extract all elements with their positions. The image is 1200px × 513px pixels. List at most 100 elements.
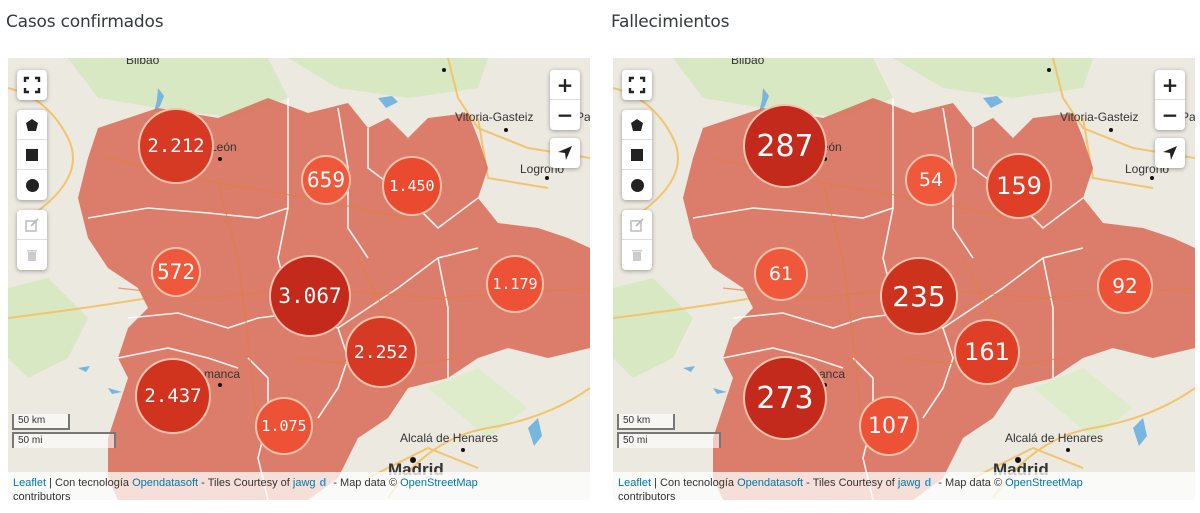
trash-icon [632, 250, 642, 261]
cluster-marker[interactable]: 659 [301, 155, 351, 205]
attribution-text: - Tiles Courtesy of [198, 477, 293, 489]
panel-title: Casos confirmados [6, 12, 164, 32]
circle-icon [25, 178, 39, 192]
osm-link[interactable]: OpenStreetMap [1005, 477, 1083, 489]
attribution-bar: Leaflet | Con tecnología Opendatasoft - … [613, 472, 1195, 500]
cluster-value: 1.075 [261, 417, 307, 435]
square-icon [26, 148, 38, 161]
cluster-value: 61 [768, 263, 794, 285]
jawg-logo-icon: d [319, 477, 327, 489]
draw-rectangle-button[interactable] [17, 140, 47, 170]
cluster-marker[interactable]: 107 [859, 396, 919, 456]
leaflet-link[interactable]: Leaflet [618, 477, 652, 489]
cluster-marker[interactable]: 287 [743, 104, 827, 188]
cluster-value: 54 [918, 169, 944, 191]
city-dot [218, 383, 222, 387]
scale-km: 50 km [12, 414, 70, 430]
fullscreen-button[interactable] [622, 70, 652, 100]
cluster-value: 1.450 [389, 177, 435, 195]
edit-icon [25, 217, 39, 232]
cluster-marker[interactable]: 159 [986, 153, 1052, 219]
locate-control [550, 138, 580, 168]
cluster-marker[interactable]: 61 [754, 247, 808, 301]
cluster-marker[interactable]: 54 [905, 154, 957, 206]
polygon-icon [26, 118, 38, 131]
scale-mi: 50 mi [617, 432, 721, 448]
city-dot [504, 128, 508, 132]
cluster-value: 159 [996, 172, 1042, 200]
zoom-out-button[interactable]: − [556, 103, 574, 127]
draw-toolbar [17, 110, 47, 200]
city-dot [461, 448, 465, 452]
leaflet-link[interactable]: Leaflet [13, 477, 47, 489]
cluster-marker[interactable]: 2.212 [138, 108, 214, 184]
edit-layers-button[interactable] [622, 210, 652, 240]
cluster-marker[interactable]: 2.437 [135, 358, 211, 434]
fullscreen-icon [23, 76, 41, 94]
fullscreen-icon [628, 76, 646, 94]
delete-layers-button[interactable] [17, 240, 47, 270]
cluster-value: 3.067 [278, 284, 342, 308]
delete-layers-button[interactable] [622, 240, 652, 270]
place-label-vitoria: Vitoria-Gasteiz [455, 110, 534, 124]
cluster-marker[interactable]: 273 [743, 356, 827, 440]
cluster-marker[interactable]: 2.252 [345, 316, 417, 388]
city-dot [823, 157, 827, 161]
place-label-bilbao: Bilbao [126, 58, 160, 67]
cluster-marker[interactable]: 92 [1097, 258, 1153, 314]
attribution-text: | Con tecnología [46, 477, 133, 489]
cluster-value: 659 [307, 168, 345, 192]
jawg-link[interactable]: jawg [292, 477, 316, 489]
cluster-value: 92 [1112, 274, 1138, 298]
draw-polygon-button[interactable] [622, 110, 652, 140]
locate-button[interactable] [1155, 138, 1185, 168]
zoom-out-button[interactable]: − [1161, 103, 1179, 127]
cluster-marker[interactable]: 1.075 [255, 397, 313, 455]
place-label-leon: León [210, 140, 237, 154]
attribution-text: - Map data © [330, 477, 401, 489]
zoom-in-button[interactable]: + [550, 70, 580, 100]
zoom-in-button[interactable]: + [1155, 70, 1185, 100]
cluster-value: 107 [868, 413, 910, 439]
map-casos[interactable]: Bilbao Vitoria-Gasteiz Pa León Logroño m… [8, 58, 590, 500]
locate-button[interactable] [550, 138, 580, 168]
city-dot [442, 68, 446, 72]
draw-circle-button[interactable] [622, 170, 652, 200]
draw-polygon-button[interactable] [17, 110, 47, 140]
jawg-link[interactable]: jawg [897, 477, 921, 489]
attribution-text: contributors [13, 491, 71, 500]
edit-layers-button[interactable] [17, 210, 47, 240]
cluster-marker[interactable]: 161 [954, 319, 1020, 385]
draw-circle-button[interactable] [17, 170, 47, 200]
edit-icon [630, 217, 644, 232]
opendatasoft-link[interactable]: Opendatasoft [132, 477, 199, 489]
map-fallecimientos[interactable]: Bilbao Vitoria-Gasteiz Pa León Logroño m… [613, 58, 1195, 500]
cluster-marker[interactable]: 1.179 [486, 255, 544, 313]
zoom-control: + − [1155, 70, 1185, 130]
zoom-control: + − [550, 70, 580, 130]
attribution-text: contributors [618, 491, 676, 500]
city-dot [1015, 457, 1021, 463]
fullscreen-control [622, 70, 652, 100]
osm-link[interactable]: OpenStreetMap [400, 477, 478, 489]
locate-arrow-icon [558, 146, 572, 160]
cluster-value: 235 [892, 279, 946, 313]
draw-rectangle-button[interactable] [622, 140, 652, 170]
attribution-bar: Leaflet | Con tecnología Opendatasoft - … [8, 472, 590, 500]
place-label-vitoria: Vitoria-Gasteiz [1060, 110, 1139, 124]
cluster-value: 287 [756, 128, 814, 164]
opendatasoft-link[interactable]: Opendatasoft [737, 477, 804, 489]
panel-casos-confirmados: Casos confirmados [0, 0, 590, 513]
cluster-marker[interactable]: 235 [880, 257, 958, 335]
scale-mi: 50 mi [12, 432, 116, 448]
city-dot [1047, 68, 1051, 72]
place-label-salamanca: manca [204, 367, 241, 381]
draw-toolbar [622, 110, 652, 200]
locate-arrow-icon [1163, 146, 1177, 160]
fullscreen-button[interactable] [17, 70, 47, 100]
cluster-marker[interactable]: 572 [151, 247, 201, 297]
cluster-marker[interactable]: 3.067 [269, 255, 351, 337]
attribution-text: - Map data © [935, 477, 1006, 489]
cluster-marker[interactable]: 1.450 [382, 156, 442, 216]
city-dot [218, 157, 222, 161]
